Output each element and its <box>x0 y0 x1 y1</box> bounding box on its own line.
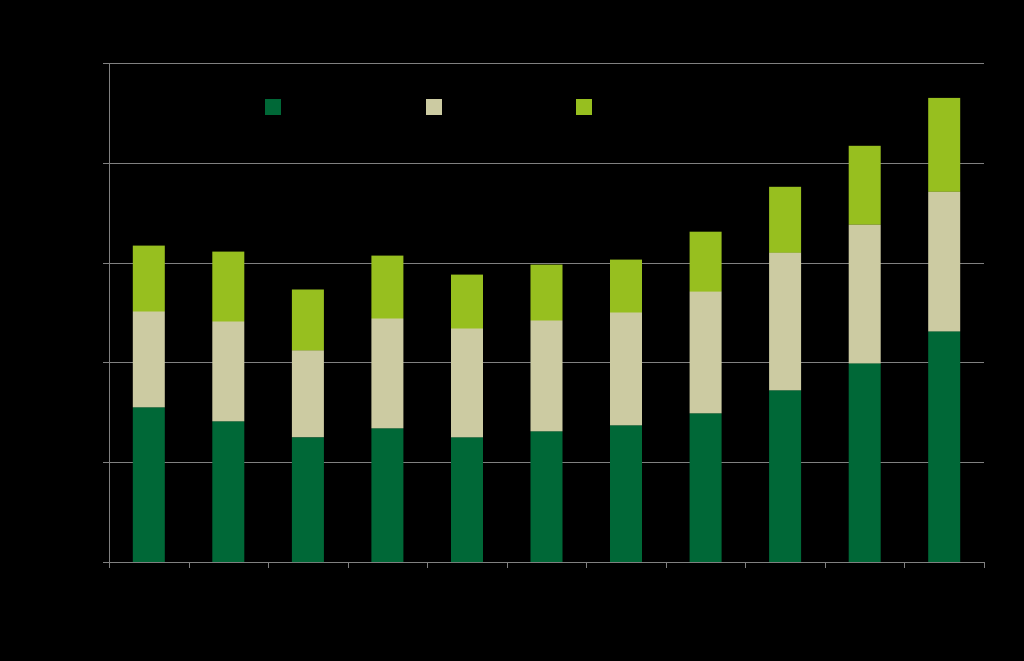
axes <box>103 63 985 568</box>
bar-cat1-series2 <box>132 311 165 408</box>
bar-cat2-series2 <box>212 321 245 422</box>
bar-cat8-series2 <box>689 291 722 414</box>
bar-cat7-series3 <box>610 259 642 313</box>
bar-cat4-series2 <box>371 318 404 429</box>
bar-cat8-series1 <box>689 413 722 562</box>
bar-cat2-series1 <box>212 421 245 562</box>
bar-cat6-series3 <box>530 264 563 321</box>
bar-cat5-series1 <box>451 437 483 563</box>
bar-cat10-series2 <box>848 224 881 364</box>
bar-cat1-series1 <box>132 407 165 562</box>
bar-cat3-series3 <box>291 289 324 351</box>
bar-cat9-series1 <box>769 390 802 562</box>
bar-cat5-series3 <box>451 274 483 329</box>
bar-cat3-series1 <box>291 437 324 563</box>
bars <box>132 97 961 563</box>
bar-cat2-series3 <box>212 251 245 322</box>
gridlines <box>109 63 984 463</box>
bar-cat11-series1 <box>928 331 961 562</box>
bar-cat6-series1 <box>530 431 563 562</box>
legend-swatch-series1 <box>265 99 281 115</box>
bar-cat9-series2 <box>769 252 802 391</box>
bar-cat10-series3 <box>848 145 881 225</box>
bar-cat11-series2 <box>928 191 961 332</box>
legend <box>265 99 592 115</box>
bar-cat11-series3 <box>928 97 961 192</box>
legend-swatch-series2 <box>426 99 442 115</box>
bar-cat9-series3 <box>769 186 802 253</box>
bar-cat10-series1 <box>848 363 881 562</box>
bar-cat7-series1 <box>610 425 642 562</box>
bar-cat3-series2 <box>291 350 324 438</box>
bar-cat6-series2 <box>530 320 563 432</box>
bar-cat1-series3 <box>132 245 165 312</box>
bar-cat4-series1 <box>371 428 404 562</box>
bar-cat5-series2 <box>451 328 483 438</box>
bar-cat4-series3 <box>371 255 404 319</box>
bar-cat8-series3 <box>689 231 722 292</box>
bar-cat7-series2 <box>610 312 642 426</box>
legend-swatch-series3 <box>576 99 592 115</box>
